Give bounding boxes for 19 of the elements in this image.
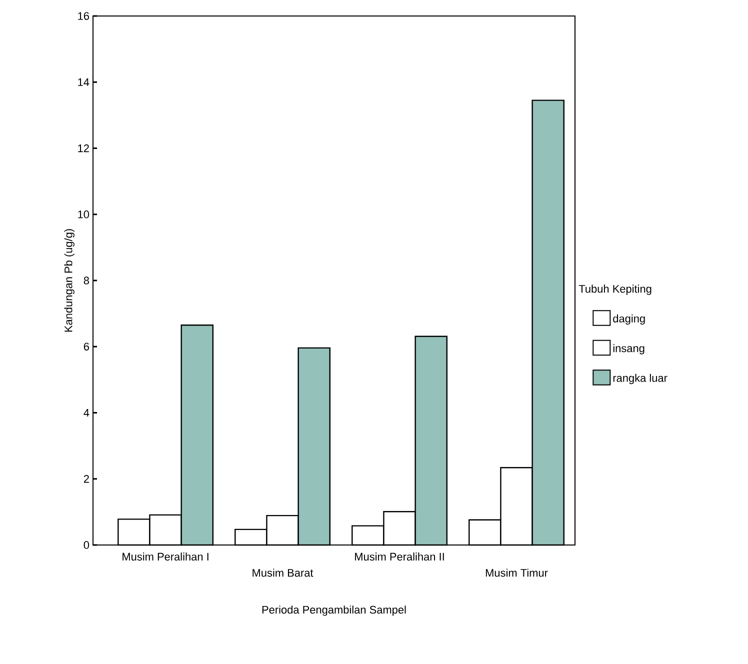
y-tick-label: 12 — [78, 144, 89, 152]
x-axis-title: Perioda Pengambilan Sampel — [262, 606, 406, 616]
y-tick-label: 14 — [78, 78, 90, 86]
legend-title: Tubuh Kepiting — [578, 284, 652, 295]
y-tick-label: 0 — [84, 541, 90, 549]
legend-label: rangka luar — [613, 374, 668, 384]
x-tick-label: Musim Peralihan II — [355, 552, 444, 561]
y-tick-label: 6 — [84, 342, 89, 351]
x-tick-label: Musim Timur — [486, 568, 548, 577]
y-tick-label: 2 — [84, 475, 89, 483]
x-tick-label: Musim Peralihan I — [122, 552, 208, 561]
x-tick-label: Musim Barat — [252, 568, 314, 577]
y-tick-label: 16 — [78, 12, 89, 20]
y-tick-label: 10 — [78, 210, 90, 218]
legend-label: insang — [613, 344, 644, 354]
y-tick-label: 8 — [84, 276, 89, 284]
y-tick-label: 4 — [84, 408, 90, 417]
y-axis-title: Kandungan Pb (ug/g) — [64, 229, 74, 332]
legend-label: daging — [613, 314, 645, 325]
